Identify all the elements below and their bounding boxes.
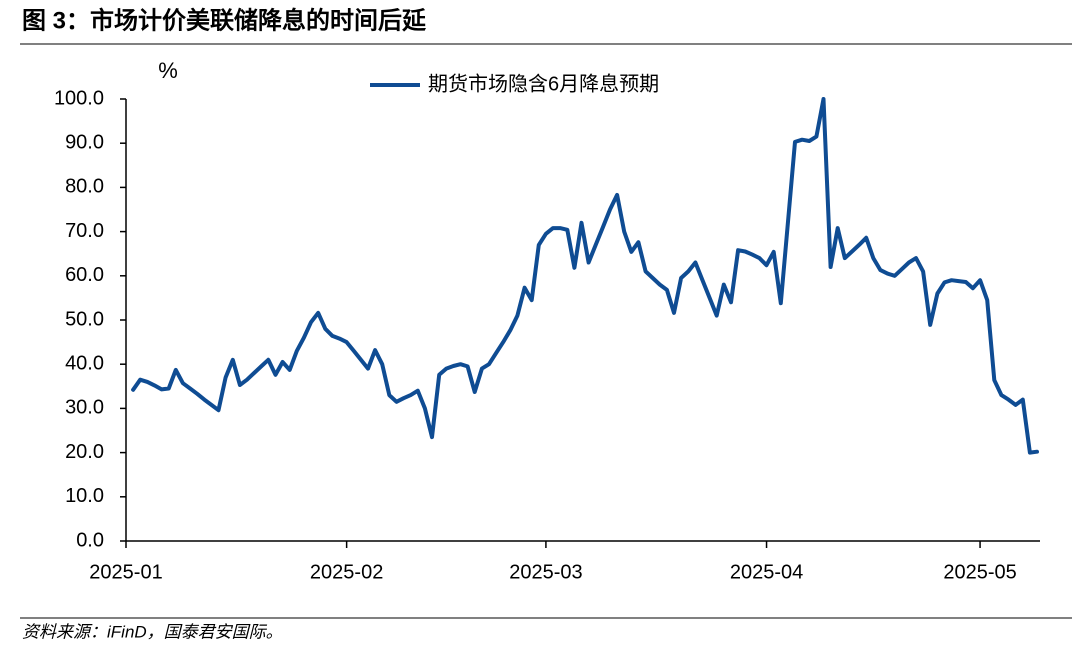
y-unit: %: [158, 58, 178, 83]
y-tick-label: 20.0: [65, 441, 104, 463]
y-tick-label: 50.0: [65, 308, 104, 330]
x-tick-label: 2025-03: [509, 561, 582, 583]
y-tick-label: 70.0: [65, 220, 104, 242]
line-series: [131, 97, 1039, 455]
chart-title: 图 3：市场计价美联储降息的时间后延: [22, 6, 427, 34]
x-tick-label: 2025-01: [89, 561, 162, 583]
y-tick-label: 90.0: [65, 131, 104, 153]
legend-label: 期货市场隐含6月降息预期: [428, 72, 659, 95]
y-tick-label: 60.0: [65, 264, 104, 286]
y-tick-label: 100.0: [54, 87, 104, 109]
source: 资料来源：iFinD，国泰君安国际。: [22, 622, 283, 641]
y-tick-label: 80.0: [65, 176, 104, 198]
x-tick-label: 2025-02: [310, 561, 383, 583]
x-tick-label: 2025-05: [943, 561, 1016, 583]
y-tick-label: 40.0: [65, 352, 104, 374]
y-tick-label: 10.0: [65, 485, 104, 507]
y-tick-label: 0.0: [76, 529, 104, 551]
x-tick-label: 2025-04: [730, 561, 803, 583]
y-tick-label: 30.0: [65, 397, 104, 419]
